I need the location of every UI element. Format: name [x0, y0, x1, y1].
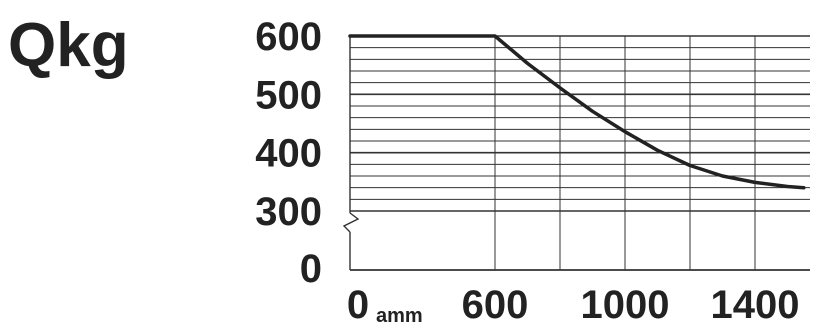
y-tick-label: 0 — [300, 247, 322, 291]
x-axis-unit: amm — [376, 305, 423, 325]
x-tick-label: 600 — [462, 283, 529, 325]
series-line — [350, 36, 804, 188]
y-axis-break-mark — [344, 213, 358, 232]
grid — [344, 36, 810, 270]
y-tick-label: 300 — [255, 190, 322, 234]
x-tick-label: 1400 — [711, 283, 800, 325]
y-tick-label: 400 — [255, 132, 322, 176]
x-tick-label: 0 — [347, 283, 369, 325]
y-tick-label: 600 — [255, 15, 322, 59]
x-tick-label: 1000 — [581, 283, 670, 325]
y-tick-label: 500 — [255, 73, 322, 117]
y-axis-label: Qkg — [8, 11, 129, 80]
series-curve-group — [350, 36, 804, 188]
